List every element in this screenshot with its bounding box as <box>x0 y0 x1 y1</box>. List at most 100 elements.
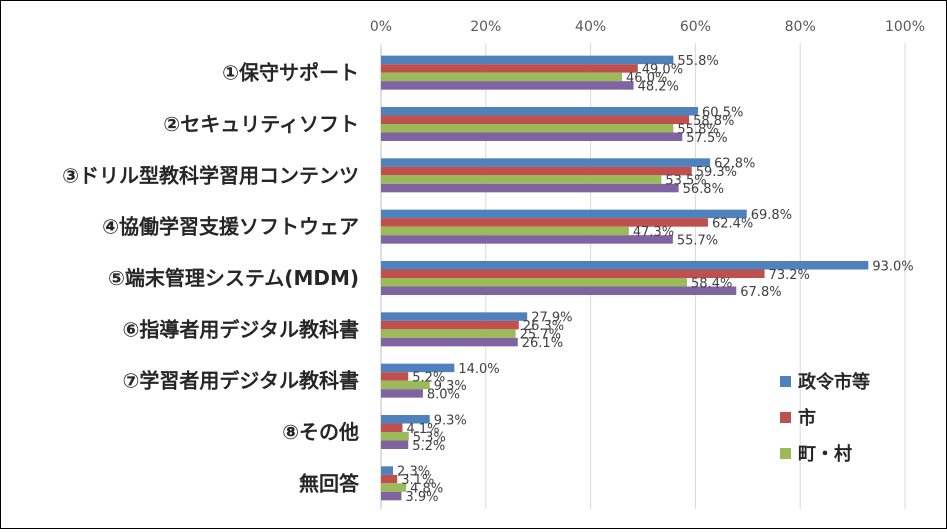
category-labels: ①保守サポート ②セキュリティソフト ③ドリル型教科学習用コンテンツ ④協働学習支援ソ… <box>62 61 360 496</box>
data-label: 25.7% <box>520 328 561 343</box>
data-label: 9.3% <box>434 379 467 394</box>
bar <box>381 269 765 278</box>
bar <box>381 380 430 390</box>
data-label: 55.8% <box>677 122 718 137</box>
bar <box>381 363 455 373</box>
category-label: ⑦学習者用デジタル教科書 <box>122 369 359 393</box>
data-label: 4.8% <box>410 482 443 497</box>
data-label: 56.8% <box>683 182 724 197</box>
data-label: 48.2% <box>638 79 679 94</box>
data-label: 4.1% <box>406 422 439 437</box>
category-label: ②セキュリティソフト <box>163 112 359 136</box>
legend-swatch <box>780 376 791 387</box>
data-label: 9.3% <box>434 413 467 428</box>
bar <box>381 483 407 492</box>
data-label: 47.3% <box>633 225 674 240</box>
bar <box>381 286 737 295</box>
data-label: 27.9% <box>531 311 572 326</box>
data-label: 55.7% <box>677 233 718 248</box>
data-label: 53.5% <box>665 174 706 189</box>
bar <box>381 124 674 133</box>
bar <box>381 312 528 321</box>
bar <box>381 209 747 219</box>
data-label: 3.9% <box>405 490 438 505</box>
data-label: 26.1% <box>522 336 563 351</box>
category-label: ①保守サポート <box>222 61 359 85</box>
bar <box>381 183 679 193</box>
data-label: 8.0% <box>427 387 460 402</box>
bar <box>381 337 518 347</box>
legend-swatch <box>780 412 791 423</box>
bar <box>381 423 403 432</box>
x-tick-label: 40% <box>575 19 606 35</box>
data-label: 2.3% <box>397 465 430 480</box>
x-tick-label: 100% <box>885 19 925 35</box>
data-label: 5.2% <box>412 370 445 385</box>
data-label: 60.5% <box>702 105 743 120</box>
legend-label: 市 <box>798 407 816 429</box>
bar <box>381 474 398 484</box>
bar <box>381 415 430 424</box>
data-label: 58.8% <box>693 114 734 129</box>
category-label: ⑧その他 <box>282 420 359 444</box>
category-label: ④協働学習支援ソフトウェア <box>102 215 359 239</box>
data-label: 93.0% <box>872 259 913 274</box>
bar <box>381 329 516 338</box>
legend-label: 町・村 <box>798 443 852 465</box>
data-label: 69.8% <box>751 208 792 223</box>
data-label: 3.1% <box>401 473 434 488</box>
bar <box>381 175 662 184</box>
bar <box>381 132 683 141</box>
x-tick-label: 60% <box>680 19 711 35</box>
bar <box>381 491 402 501</box>
bar <box>381 166 692 176</box>
bar <box>381 64 638 73</box>
data-label: 5.3% <box>413 430 446 445</box>
bar <box>381 372 409 381</box>
data-label: 62.8% <box>714 157 755 172</box>
data-label: 49.0% <box>642 62 683 77</box>
bar <box>381 389 423 398</box>
bar <box>381 320 519 330</box>
data-label: 14.0% <box>458 362 499 377</box>
legend-label: 政令市等 <box>798 371 870 393</box>
bar <box>381 432 409 441</box>
bar <box>381 278 688 287</box>
bar <box>381 158 711 167</box>
data-label: 62.4% <box>712 216 753 231</box>
bar <box>381 235 673 244</box>
data-label: 57.5% <box>686 131 727 146</box>
bar <box>381 218 708 227</box>
data-label: 58.4% <box>691 276 732 291</box>
bar <box>381 115 690 124</box>
bar <box>381 72 623 82</box>
data-label: 55.8% <box>677 54 718 69</box>
x-tick-label: 80% <box>785 19 816 35</box>
bar <box>381 226 629 236</box>
bar <box>381 261 869 270</box>
x-axis-ticks: 0% 20% 40% 60% 80% 100% <box>370 19 925 35</box>
legend-swatch <box>780 448 791 459</box>
category-label: 無回答 <box>299 471 360 495</box>
data-label: 59.3% <box>696 165 737 180</box>
data-label: 67.8% <box>740 285 781 300</box>
category-label: ⑥指導者用デジタル教科書 <box>122 317 359 341</box>
bar <box>381 55 674 65</box>
category-label: ⑤端末管理システム(MDM) <box>108 266 359 290</box>
category-label: ③ドリル型教科学習用コンテンツ <box>62 163 359 187</box>
bars <box>381 55 869 501</box>
bar <box>381 81 634 90</box>
data-labels: 55.8% 60.5% 62.8% 69.8% 93.0% 27.9% 14.0% 9.3% 2… <box>397 54 914 505</box>
bar <box>381 466 394 475</box>
data-label: 26.3% <box>523 319 564 334</box>
x-tick-label: 20% <box>470 19 501 35</box>
bar <box>381 107 699 116</box>
bar <box>381 440 409 449</box>
data-label: 5.2% <box>412 439 445 454</box>
x-tick-label: 0% <box>370 19 392 35</box>
data-label: 73.2% <box>769 268 810 283</box>
data-label: 46.0% <box>626 71 667 86</box>
